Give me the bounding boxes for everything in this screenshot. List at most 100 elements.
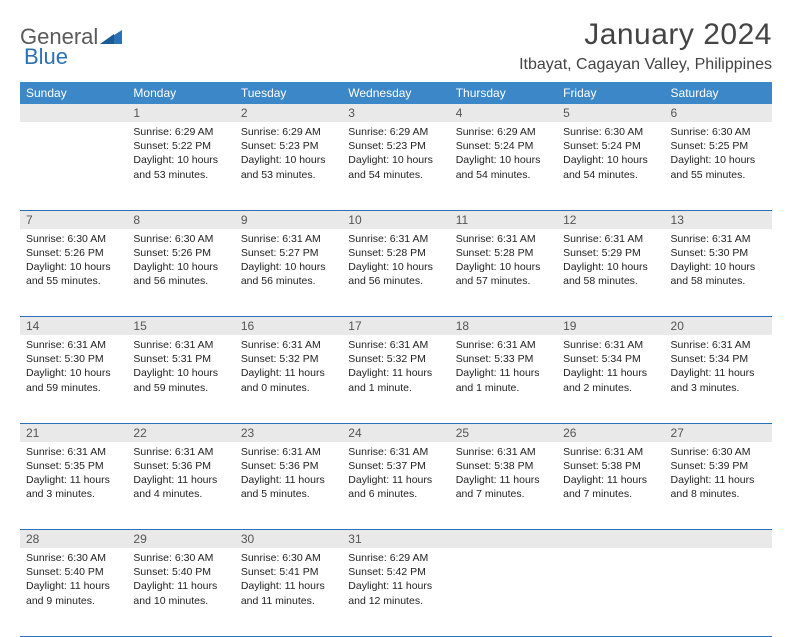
daynum-row: 21222324252627 bbox=[20, 423, 772, 442]
day-number bbox=[20, 104, 127, 122]
sunrise-line: Sunrise: 6:31 AM bbox=[456, 338, 551, 352]
sunset-line: Sunset: 5:42 PM bbox=[348, 565, 443, 579]
day-cell: Sunrise: 6:31 AMSunset: 5:37 PMDaylight:… bbox=[342, 442, 449, 530]
day-cell: Sunrise: 6:31 AMSunset: 5:30 PMDaylight:… bbox=[20, 335, 127, 423]
day-number: 24 bbox=[342, 423, 449, 442]
sunrise-line: Sunrise: 6:31 AM bbox=[563, 445, 658, 459]
daylight-line: Daylight: 10 hours and 53 minutes. bbox=[241, 153, 336, 181]
week-row: Sunrise: 6:31 AMSunset: 5:30 PMDaylight:… bbox=[20, 335, 772, 423]
sunset-line: Sunset: 5:24 PM bbox=[563, 139, 658, 153]
day-cell: Sunrise: 6:31 AMSunset: 5:32 PMDaylight:… bbox=[342, 335, 449, 423]
sunrise-line: Sunrise: 6:31 AM bbox=[26, 338, 121, 352]
sunrise-line: Sunrise: 6:31 AM bbox=[563, 338, 658, 352]
sunset-line: Sunset: 5:36 PM bbox=[133, 459, 228, 473]
day-number: 22 bbox=[127, 423, 234, 442]
day-number: 15 bbox=[127, 317, 234, 336]
day-cell: Sunrise: 6:31 AMSunset: 5:32 PMDaylight:… bbox=[235, 335, 342, 423]
weekday-header: Thursday bbox=[450, 82, 557, 104]
sunrise-line: Sunrise: 6:29 AM bbox=[133, 125, 228, 139]
day-number: 17 bbox=[342, 317, 449, 336]
day-content: Sunrise: 6:31 AMSunset: 5:36 PMDaylight:… bbox=[127, 442, 234, 508]
day-cell: Sunrise: 6:29 AMSunset: 5:23 PMDaylight:… bbox=[235, 122, 342, 210]
sunrise-line: Sunrise: 6:30 AM bbox=[241, 551, 336, 565]
day-cell: Sunrise: 6:31 AMSunset: 5:28 PMDaylight:… bbox=[450, 229, 557, 317]
sunrise-line: Sunrise: 6:31 AM bbox=[133, 338, 228, 352]
day-content: Sunrise: 6:30 AMSunset: 5:26 PMDaylight:… bbox=[127, 229, 234, 295]
day-cell: Sunrise: 6:30 AMSunset: 5:40 PMDaylight:… bbox=[20, 548, 127, 636]
daylight-line: Daylight: 11 hours and 12 minutes. bbox=[348, 579, 443, 607]
calendar-table: Sunday Monday Tuesday Wednesday Thursday… bbox=[20, 82, 772, 637]
day-content: Sunrise: 6:31 AMSunset: 5:32 PMDaylight:… bbox=[235, 335, 342, 401]
daynum-row: 78910111213 bbox=[20, 210, 772, 229]
sunrise-line: Sunrise: 6:31 AM bbox=[26, 445, 121, 459]
daylight-line: Daylight: 11 hours and 0 minutes. bbox=[241, 366, 336, 394]
header: General January 2024 Itbayat, Cagayan Va… bbox=[20, 18, 772, 74]
weekday-header: Tuesday bbox=[235, 82, 342, 104]
weekday-header: Monday bbox=[127, 82, 234, 104]
day-cell: Sunrise: 6:31 AMSunset: 5:36 PMDaylight:… bbox=[127, 442, 234, 530]
logo-text-blue: Blue bbox=[24, 44, 68, 70]
sunset-line: Sunset: 5:34 PM bbox=[671, 352, 766, 366]
sunset-line: Sunset: 5:28 PM bbox=[348, 246, 443, 260]
sunset-line: Sunset: 5:37 PM bbox=[348, 459, 443, 473]
day-content: Sunrise: 6:31 AMSunset: 5:28 PMDaylight:… bbox=[450, 229, 557, 295]
sunset-line: Sunset: 5:26 PM bbox=[133, 246, 228, 260]
day-content: Sunrise: 6:29 AMSunset: 5:23 PMDaylight:… bbox=[235, 122, 342, 188]
day-cell: Sunrise: 6:31 AMSunset: 5:35 PMDaylight:… bbox=[20, 442, 127, 530]
day-content: Sunrise: 6:31 AMSunset: 5:28 PMDaylight:… bbox=[342, 229, 449, 295]
month-title: January 2024 bbox=[519, 18, 772, 52]
day-content: Sunrise: 6:31 AMSunset: 5:36 PMDaylight:… bbox=[235, 442, 342, 508]
sunrise-line: Sunrise: 6:29 AM bbox=[456, 125, 551, 139]
sunset-line: Sunset: 5:24 PM bbox=[456, 139, 551, 153]
day-cell: Sunrise: 6:30 AMSunset: 5:26 PMDaylight:… bbox=[20, 229, 127, 317]
day-cell: Sunrise: 6:31 AMSunset: 5:34 PMDaylight:… bbox=[665, 335, 772, 423]
daylight-line: Daylight: 11 hours and 3 minutes. bbox=[26, 473, 121, 501]
sunrise-line: Sunrise: 6:31 AM bbox=[241, 232, 336, 246]
sunrise-line: Sunrise: 6:31 AM bbox=[133, 445, 228, 459]
day-cell bbox=[20, 122, 127, 210]
day-number: 16 bbox=[235, 317, 342, 336]
day-content: Sunrise: 6:31 AMSunset: 5:32 PMDaylight:… bbox=[342, 335, 449, 401]
sunrise-line: Sunrise: 6:29 AM bbox=[348, 551, 443, 565]
day-content: Sunrise: 6:31 AMSunset: 5:34 PMDaylight:… bbox=[665, 335, 772, 401]
week-row: Sunrise: 6:31 AMSunset: 5:35 PMDaylight:… bbox=[20, 442, 772, 530]
daylight-line: Daylight: 11 hours and 6 minutes. bbox=[348, 473, 443, 501]
day-number: 9 bbox=[235, 210, 342, 229]
day-content: Sunrise: 6:30 AMSunset: 5:41 PMDaylight:… bbox=[235, 548, 342, 614]
day-content: Sunrise: 6:30 AMSunset: 5:25 PMDaylight:… bbox=[665, 122, 772, 188]
day-cell bbox=[665, 548, 772, 636]
daylight-line: Daylight: 10 hours and 56 minutes. bbox=[348, 260, 443, 288]
sunset-line: Sunset: 5:35 PM bbox=[26, 459, 121, 473]
daylight-line: Daylight: 11 hours and 5 minutes. bbox=[241, 473, 336, 501]
day-number: 19 bbox=[557, 317, 664, 336]
sunrise-line: Sunrise: 6:30 AM bbox=[671, 445, 766, 459]
sunrise-line: Sunrise: 6:31 AM bbox=[348, 445, 443, 459]
daylight-line: Daylight: 11 hours and 4 minutes. bbox=[133, 473, 228, 501]
day-content: Sunrise: 6:29 AMSunset: 5:23 PMDaylight:… bbox=[342, 122, 449, 188]
day-cell: Sunrise: 6:30 AMSunset: 5:25 PMDaylight:… bbox=[665, 122, 772, 210]
sunset-line: Sunset: 5:38 PM bbox=[456, 459, 551, 473]
sunset-line: Sunset: 5:27 PM bbox=[241, 246, 336, 260]
weekday-header: Friday bbox=[557, 82, 664, 104]
day-number bbox=[665, 530, 772, 549]
sunset-line: Sunset: 5:29 PM bbox=[563, 246, 658, 260]
day-content: Sunrise: 6:29 AMSunset: 5:22 PMDaylight:… bbox=[127, 122, 234, 188]
sunrise-line: Sunrise: 6:31 AM bbox=[563, 232, 658, 246]
day-number bbox=[557, 530, 664, 549]
sunset-line: Sunset: 5:31 PM bbox=[133, 352, 228, 366]
sunrise-line: Sunrise: 6:30 AM bbox=[671, 125, 766, 139]
day-number: 14 bbox=[20, 317, 127, 336]
day-number: 27 bbox=[665, 423, 772, 442]
calendar-header-row: Sunday Monday Tuesday Wednesday Thursday… bbox=[20, 82, 772, 104]
daylight-line: Daylight: 11 hours and 7 minutes. bbox=[456, 473, 551, 501]
daylight-line: Daylight: 10 hours and 58 minutes. bbox=[671, 260, 766, 288]
daylight-line: Daylight: 11 hours and 1 minute. bbox=[348, 366, 443, 394]
sunrise-line: Sunrise: 6:31 AM bbox=[241, 445, 336, 459]
day-number: 5 bbox=[557, 104, 664, 122]
day-cell: Sunrise: 6:31 AMSunset: 5:29 PMDaylight:… bbox=[557, 229, 664, 317]
sunset-line: Sunset: 5:32 PM bbox=[348, 352, 443, 366]
week-row: Sunrise: 6:30 AMSunset: 5:26 PMDaylight:… bbox=[20, 229, 772, 317]
daynum-row: 123456 bbox=[20, 104, 772, 122]
day-number: 6 bbox=[665, 104, 772, 122]
day-cell: Sunrise: 6:31 AMSunset: 5:34 PMDaylight:… bbox=[557, 335, 664, 423]
